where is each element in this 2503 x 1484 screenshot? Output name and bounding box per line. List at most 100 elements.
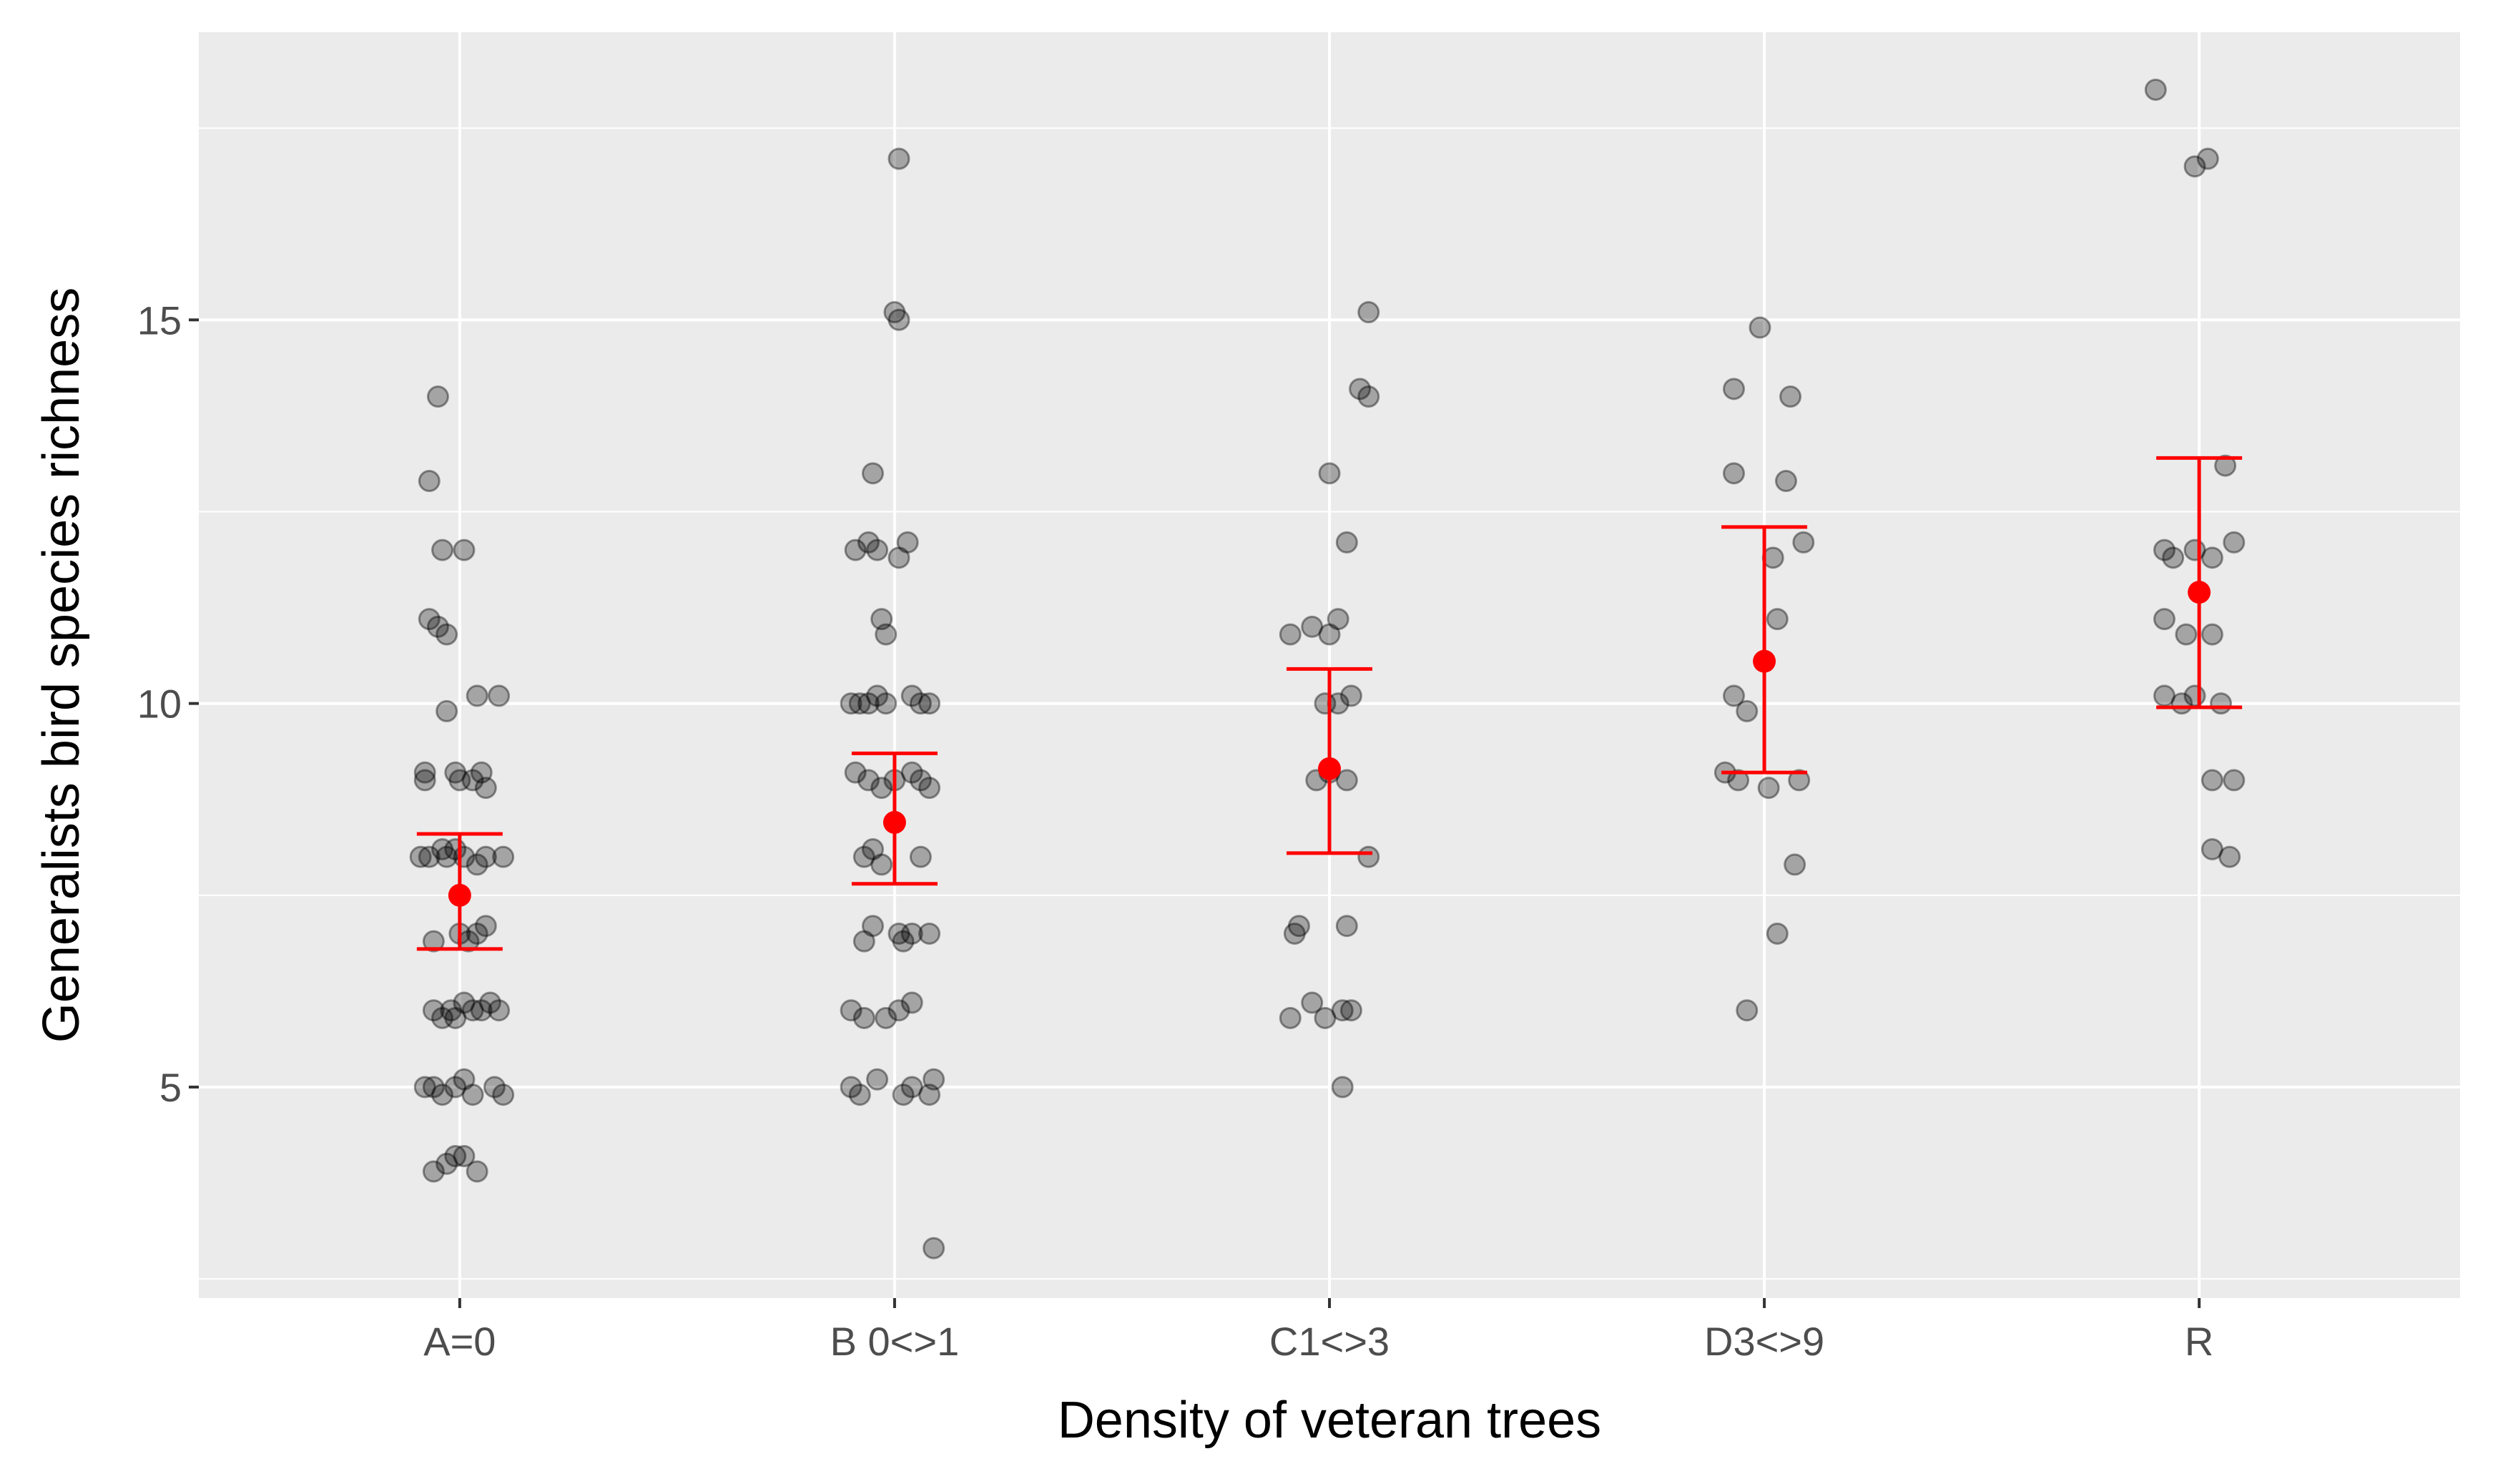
data-point — [857, 531, 880, 554]
data-point — [474, 777, 497, 800]
data-point — [2218, 845, 2241, 868]
data-point — [444, 1006, 467, 1029]
data-point — [1757, 777, 1780, 800]
data-point — [466, 853, 488, 876]
data-point — [2200, 623, 2223, 646]
summary-errorbars — [416, 456, 2243, 951]
data-point — [909, 692, 932, 715]
data-point — [1792, 531, 1815, 554]
data-point — [409, 845, 432, 868]
data-point — [418, 608, 441, 631]
data-point — [852, 930, 875, 953]
data-point — [453, 539, 476, 561]
data-point — [866, 1068, 889, 1091]
data-point — [2175, 623, 2198, 646]
y-axis: 5 10 15 — [137, 298, 199, 1110]
data-point — [461, 1083, 484, 1106]
data-point — [862, 462, 885, 485]
x-axis: A=0 B 0<>1 C1<>3 D3<>9 R — [423, 1298, 2213, 1364]
data-point — [436, 845, 458, 868]
data-point — [461, 999, 484, 1022]
data-point — [426, 615, 449, 638]
data-point — [426, 385, 449, 408]
data-point — [900, 761, 923, 784]
data-point — [453, 1068, 476, 1091]
data-point — [1339, 684, 1362, 707]
data-point — [2153, 608, 2176, 631]
data-point — [2153, 539, 2176, 561]
data-point — [2200, 837, 2223, 860]
data-point — [474, 845, 497, 868]
data-point — [848, 692, 871, 715]
data-point — [492, 1083, 515, 1106]
data-point — [418, 470, 441, 493]
data-point — [422, 930, 445, 953]
mean-point — [1318, 757, 1341, 780]
data-point — [422, 999, 445, 1022]
data-point — [413, 1076, 436, 1099]
data-point — [887, 999, 910, 1022]
data-point — [492, 845, 515, 868]
data-point — [461, 769, 484, 792]
data-point — [1335, 769, 1358, 792]
data-point — [2200, 769, 2223, 792]
data-point — [1723, 378, 1746, 401]
y-tick-label: 10 — [137, 682, 182, 727]
data-point — [840, 692, 862, 715]
data-point — [840, 999, 862, 1022]
data-point — [1279, 623, 1302, 646]
data-point — [1766, 608, 1789, 631]
data-point — [844, 761, 867, 784]
data-point — [1749, 316, 1771, 339]
data-point — [918, 777, 941, 800]
data-point — [840, 1076, 862, 1099]
data-point — [1357, 301, 1380, 324]
data-point — [870, 608, 893, 631]
data-point — [470, 761, 493, 784]
data-point — [1301, 991, 1324, 1014]
data-point — [1736, 999, 1759, 1022]
data-point — [887, 922, 910, 945]
data-point — [1318, 623, 1341, 646]
data-point — [431, 1083, 454, 1106]
data-point — [892, 930, 915, 953]
data-point — [862, 915, 885, 938]
data-point — [857, 769, 880, 792]
data-point — [1736, 699, 1759, 722]
data-point — [887, 308, 910, 331]
data-point — [444, 761, 467, 784]
data-points — [409, 78, 2246, 1259]
data-point — [1766, 922, 1789, 945]
data-point — [1335, 531, 1358, 554]
data-point — [870, 853, 893, 876]
data-point — [1774, 470, 1797, 493]
data-point — [413, 761, 436, 784]
data-point — [1327, 608, 1349, 631]
data-point — [1339, 999, 1362, 1022]
data-point — [1335, 915, 1358, 938]
data-point — [900, 1076, 923, 1099]
data-point — [1723, 462, 1746, 485]
data-point — [1318, 462, 1341, 485]
data-point — [466, 1160, 488, 1183]
mean-point — [882, 810, 906, 834]
data-point — [422, 1076, 445, 1099]
mean-point — [2188, 581, 2211, 604]
data-point — [883, 301, 906, 324]
data-point — [887, 546, 910, 569]
data-point — [875, 1006, 898, 1029]
data-point — [453, 991, 476, 1014]
data-point — [1357, 845, 1380, 868]
data-point — [466, 922, 488, 945]
data-point — [900, 991, 923, 1014]
data-point — [870, 777, 893, 800]
data-point — [2183, 155, 2206, 178]
data-point — [2223, 531, 2246, 554]
data-point — [413, 769, 436, 792]
data-point — [444, 1145, 467, 1168]
data-point — [431, 837, 454, 860]
x-tick-label: D3<>9 — [1704, 1319, 1824, 1364]
x-tick-label: B 0<>1 — [830, 1319, 960, 1364]
data-point — [887, 147, 910, 170]
